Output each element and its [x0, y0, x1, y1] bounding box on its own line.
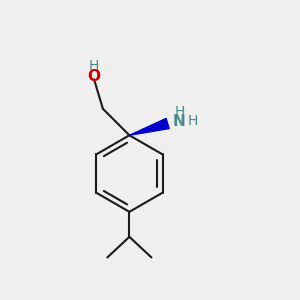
- Polygon shape: [129, 118, 169, 135]
- Text: H: H: [174, 105, 184, 119]
- Text: N: N: [173, 114, 186, 129]
- Text: O: O: [88, 69, 100, 84]
- Text: H: H: [89, 59, 99, 73]
- Text: H: H: [188, 114, 198, 128]
